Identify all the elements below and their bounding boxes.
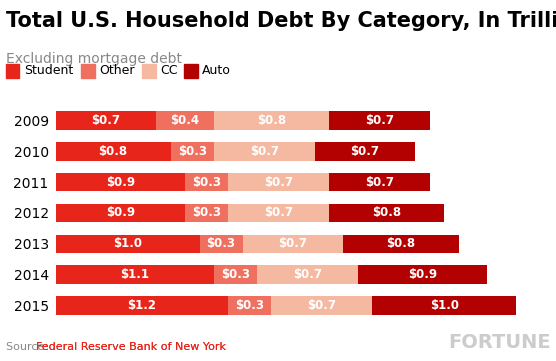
Text: $1.1: $1.1 xyxy=(120,268,149,281)
Bar xyxy=(56,204,185,222)
Text: $0.7: $0.7 xyxy=(365,176,394,189)
Text: $1.2: $1.2 xyxy=(127,299,156,312)
Text: $0.3: $0.3 xyxy=(207,237,236,250)
Bar xyxy=(56,173,185,191)
Text: $0.9: $0.9 xyxy=(106,206,135,219)
Text: Source:: Source: xyxy=(6,342,51,352)
Text: $0.9: $0.9 xyxy=(408,268,437,281)
Text: $0.7: $0.7 xyxy=(250,145,279,158)
Bar xyxy=(56,235,200,253)
Bar xyxy=(185,173,229,191)
Text: $0.9: $0.9 xyxy=(106,176,135,189)
Text: $0.4: $0.4 xyxy=(171,114,200,127)
Bar xyxy=(214,265,257,284)
Text: Other: Other xyxy=(99,64,135,77)
Bar xyxy=(56,265,214,284)
Text: $0.7: $0.7 xyxy=(264,176,293,189)
Text: $0.3: $0.3 xyxy=(178,145,207,158)
Bar xyxy=(156,111,214,130)
Bar xyxy=(329,204,444,222)
Bar xyxy=(271,296,372,315)
Text: $1.0: $1.0 xyxy=(430,299,459,312)
Text: $0.3: $0.3 xyxy=(192,176,221,189)
Text: CC: CC xyxy=(161,64,178,77)
Bar xyxy=(56,142,171,161)
Bar xyxy=(185,204,229,222)
Text: $0.7: $0.7 xyxy=(293,268,322,281)
Bar xyxy=(56,111,156,130)
Bar xyxy=(214,111,329,130)
Bar xyxy=(56,296,229,315)
Text: $1.0: $1.0 xyxy=(113,237,142,250)
Bar xyxy=(200,235,242,253)
Text: $0.7: $0.7 xyxy=(365,114,394,127)
Bar xyxy=(329,173,430,191)
Text: Excluding mortgage debt: Excluding mortgage debt xyxy=(6,52,182,66)
Bar xyxy=(315,142,415,161)
Bar xyxy=(344,235,459,253)
Text: $0.7: $0.7 xyxy=(92,114,121,127)
Text: Federal Reserve Bank of New York: Federal Reserve Bank of New York xyxy=(36,342,226,352)
Text: Auto: Auto xyxy=(202,64,231,77)
Bar xyxy=(358,265,487,284)
Text: FORTUNE: FORTUNE xyxy=(448,333,550,352)
Bar xyxy=(242,235,344,253)
Text: Student: Student xyxy=(24,64,73,77)
Text: $0.8: $0.8 xyxy=(257,114,286,127)
Text: $0.3: $0.3 xyxy=(192,206,221,219)
Bar xyxy=(372,296,516,315)
Bar xyxy=(229,173,329,191)
Text: $0.7: $0.7 xyxy=(307,299,336,312)
Text: $0.3: $0.3 xyxy=(235,299,264,312)
Bar xyxy=(214,142,315,161)
Text: $0.3: $0.3 xyxy=(221,268,250,281)
Text: Federal Reserve Bank of New York: Federal Reserve Bank of New York xyxy=(36,342,226,352)
Text: $0.8: $0.8 xyxy=(386,237,415,250)
Text: $0.8: $0.8 xyxy=(372,206,401,219)
Text: $0.7: $0.7 xyxy=(350,145,380,158)
Text: $0.8: $0.8 xyxy=(98,145,128,158)
Text: $0.7: $0.7 xyxy=(264,206,293,219)
Bar xyxy=(329,111,430,130)
Text: Total U.S. Household Debt By Category, In Trillions: Total U.S. Household Debt By Category, I… xyxy=(6,11,556,31)
Bar xyxy=(257,265,358,284)
Text: $0.7: $0.7 xyxy=(279,237,307,250)
Bar xyxy=(229,204,329,222)
Bar xyxy=(229,296,271,315)
Bar xyxy=(171,142,214,161)
